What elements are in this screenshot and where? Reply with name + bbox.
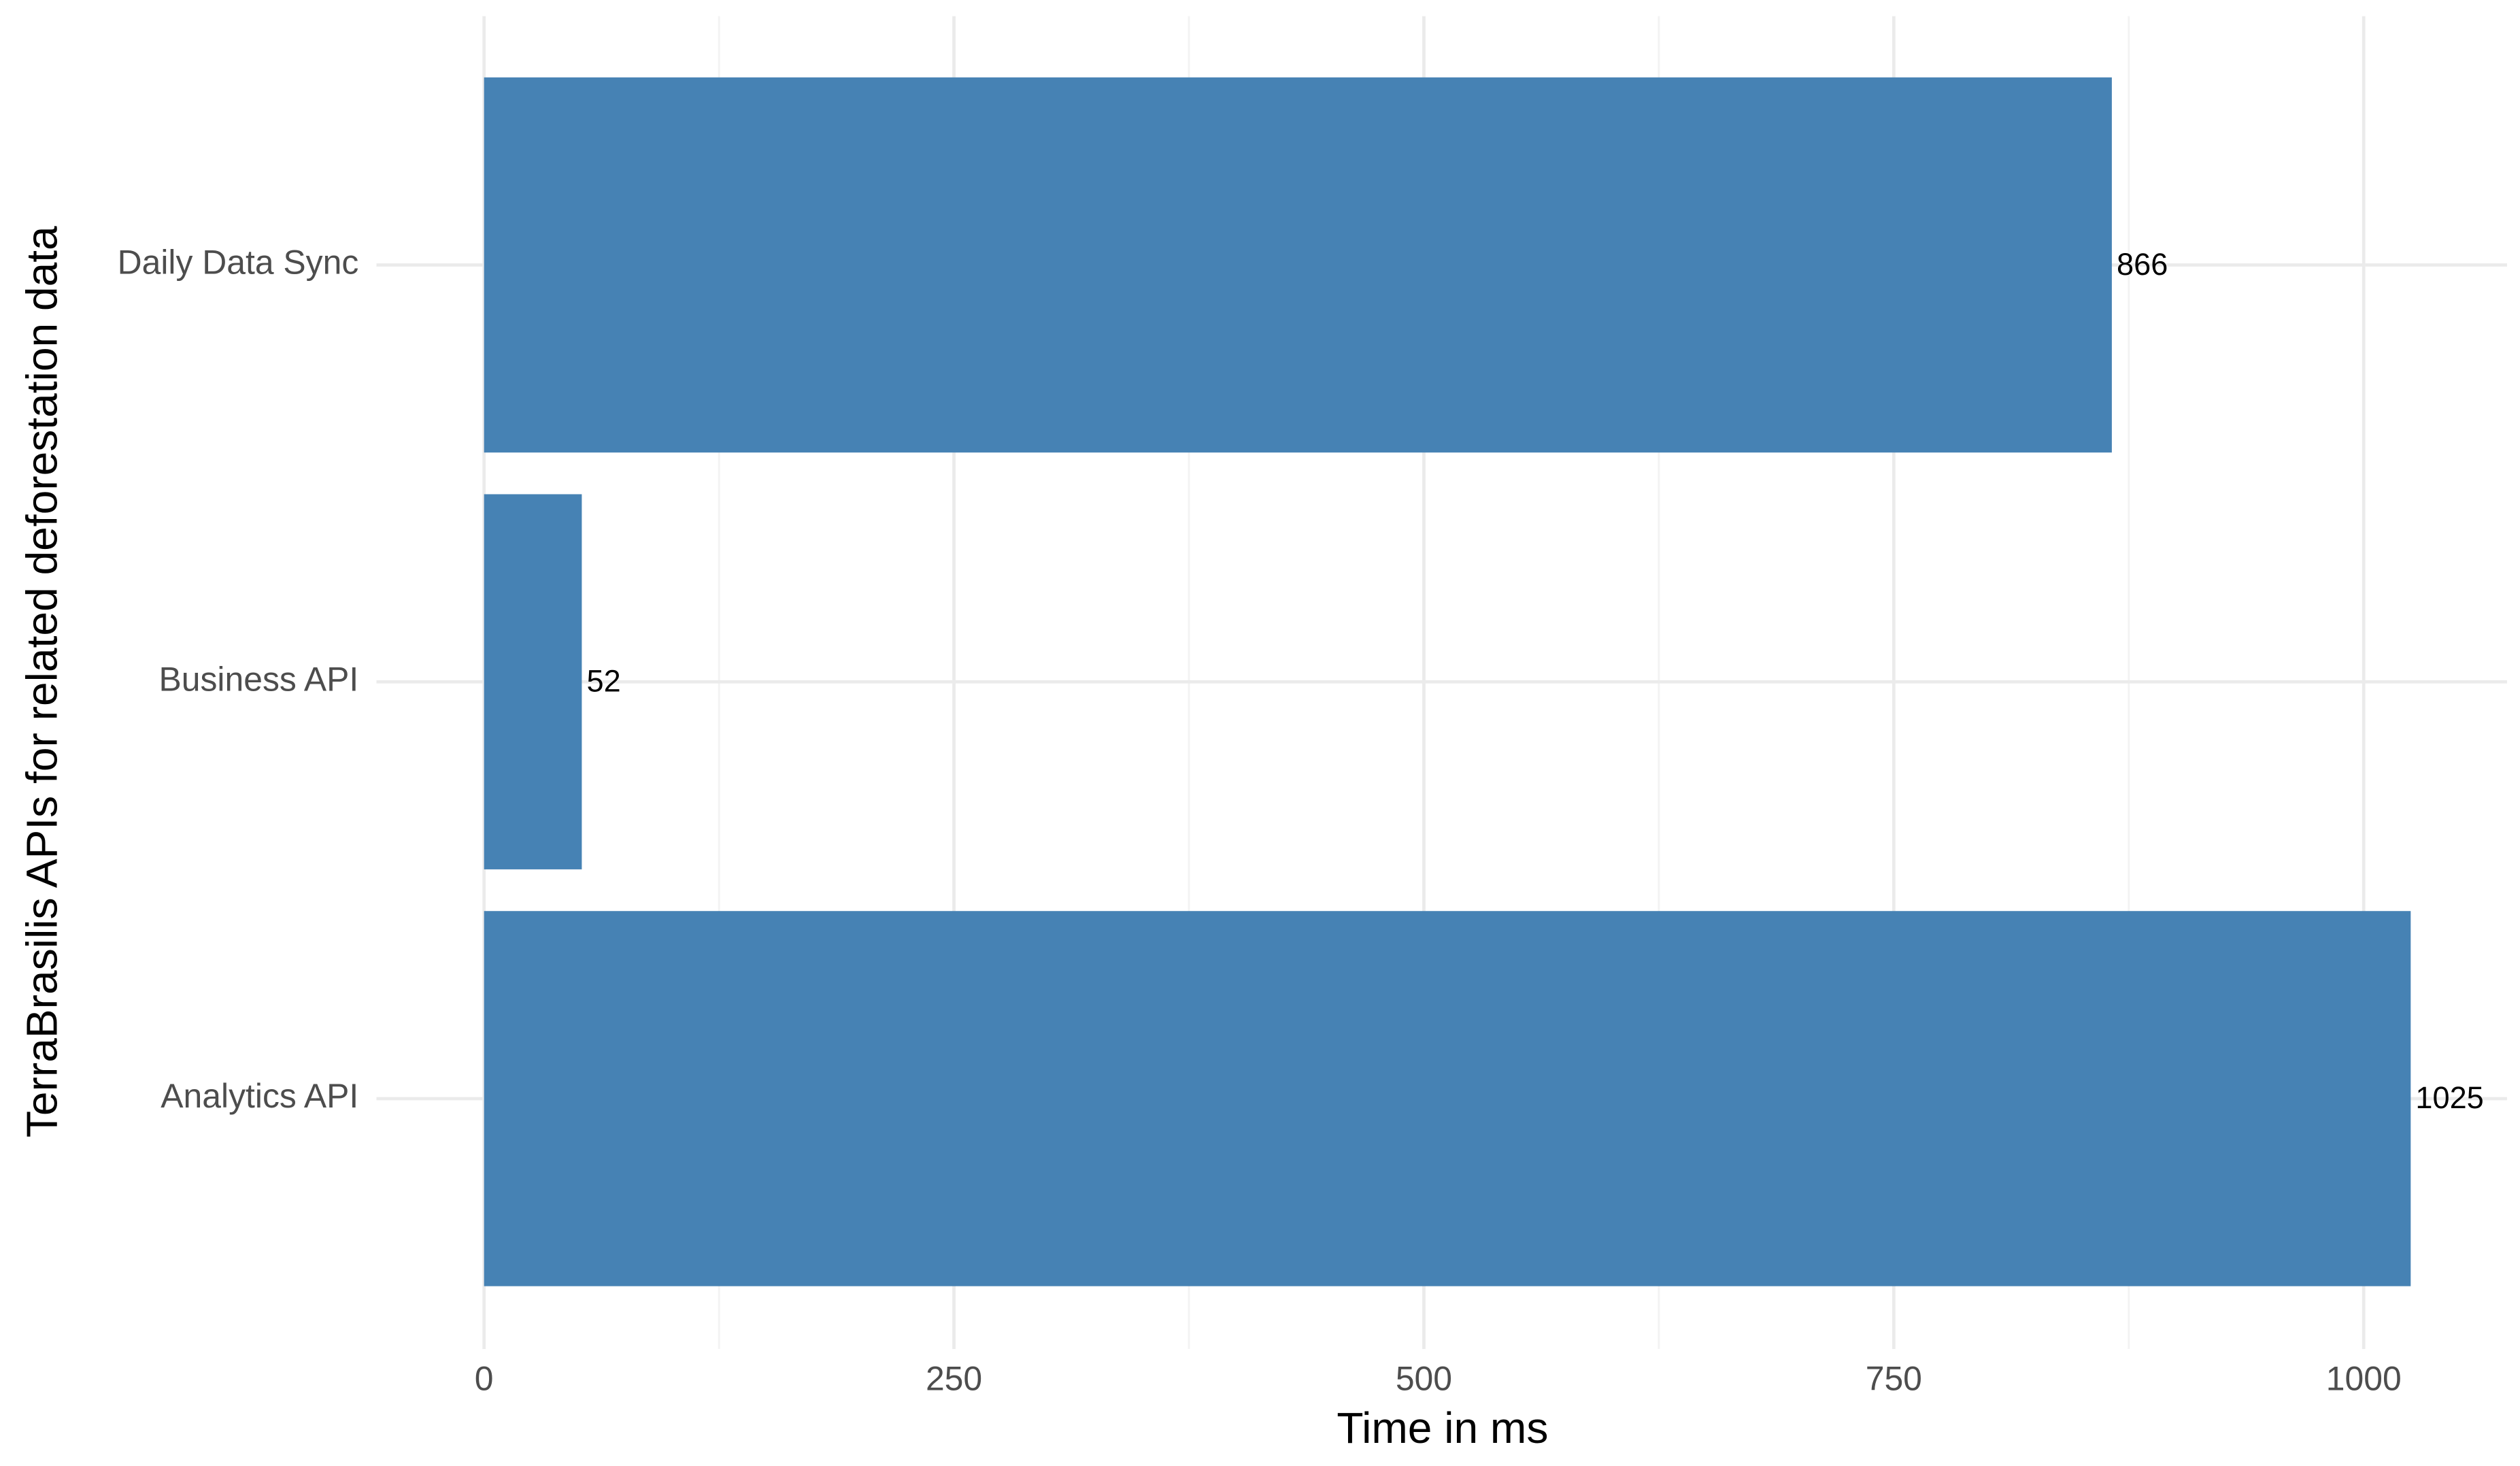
x-tick-label: 0 <box>475 1360 494 1398</box>
value-label: 1025 <box>2415 1080 2483 1115</box>
value-label: 52 <box>587 664 621 699</box>
x-tick-label: 1000 <box>2326 1360 2402 1398</box>
x-tick-label: 500 <box>1396 1360 1452 1398</box>
value-label: 866 <box>2117 247 2168 282</box>
bar <box>484 77 2112 453</box>
x-axis-title: Time in ms <box>1337 1403 1548 1452</box>
x-tick-label: 750 <box>1866 1360 1922 1398</box>
y-tick-label: Daily Data Sync <box>118 244 359 282</box>
x-tick-label: 250 <box>926 1360 982 1398</box>
y-axis-title: TerraBrasilis APIs for related deforesta… <box>17 226 66 1137</box>
bar <box>484 494 582 869</box>
y-tick-label: Business API <box>159 660 359 698</box>
y-tick-label: Analytics API <box>161 1077 358 1115</box>
bar <box>484 911 2411 1286</box>
